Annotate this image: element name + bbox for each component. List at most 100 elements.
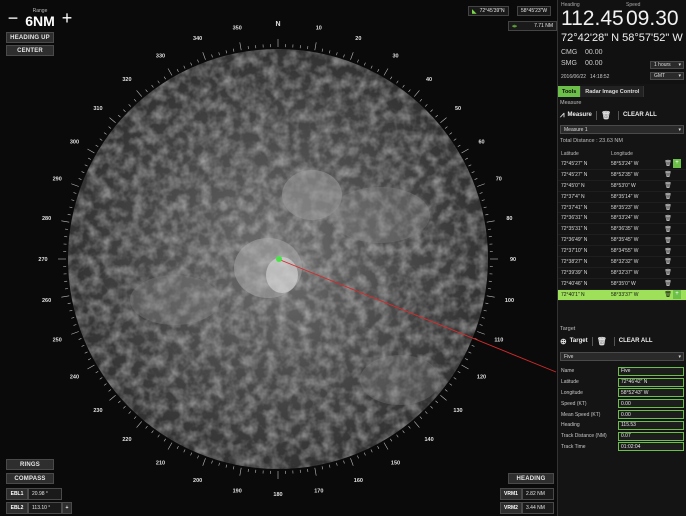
measure-row[interactable]: 72°36'31" N 58°33'24" W 🗑 (558, 213, 686, 225)
plus-icon[interactable]: + (673, 159, 681, 169)
own-ship-position: 72°42'28" N 58°57'52" W (561, 32, 683, 44)
measure-row-lon: 58°35'0" W (611, 280, 636, 287)
measure-row-lat: 72°45'27" N (561, 171, 588, 178)
trash-icon[interactable]: 🗑 (664, 161, 672, 168)
compass-tick (136, 421, 142, 428)
heading-label: Heading (561, 2, 580, 8)
target-select[interactable]: Five ▾ (560, 352, 684, 361)
measure-row[interactable]: 72°37'10" N 58°34'55" W 🗑 (558, 246, 686, 258)
plus-icon[interactable]: + (673, 290, 681, 300)
trash-icon[interactable]: 🗑 (664, 205, 672, 211)
trash-icon[interactable]: 🗑 (600, 110, 612, 120)
measure-row[interactable]: 72°35'31" N 58°36'35" W 🗑 (558, 224, 686, 236)
compass-tick (73, 324, 77, 326)
compass-tick (145, 425, 148, 429)
target-button[interactable]: Target (569, 338, 588, 344)
trash-icon[interactable]: 🗑 (664, 172, 672, 179)
trash-icon[interactable]: 🗑 (664, 281, 672, 288)
target-field-row: Track Distance (NM) 0.07 (560, 431, 685, 442)
compass-label: 270 (38, 257, 47, 263)
compass-tick (109, 395, 116, 401)
compass-tick (468, 351, 472, 354)
timezone-select[interactable]: GMT ▾ (650, 72, 684, 80)
measure-row[interactable]: 72°39'39" N 58°32'37" W 🗑 (558, 268, 686, 279)
vrm2-value[interactable]: 3.44 NM (522, 502, 554, 514)
smg-period-select[interactable]: 1 hours ▾ (650, 61, 684, 69)
range-decrease-button[interactable]: − (7, 8, 19, 28)
target-field-value[interactable]: 01:02:04 (618, 442, 684, 452)
ebl1-button[interactable]: EBL1 (6, 488, 28, 500)
target-field-value[interactable]: 58°52'43" W (618, 388, 684, 398)
target-field-value[interactable]: 0.07 (618, 431, 684, 441)
trash-icon[interactable]: 🗑 (664, 215, 672, 222)
measure-row[interactable]: 72°37'41" N 58°35'23" W 🗑 (558, 203, 686, 214)
ebl2-button[interactable]: EBL2 (6, 502, 28, 514)
trash-icon[interactable]: 🗑 (664, 248, 672, 255)
measure-row[interactable]: 72°40'46" N 58°35'0" W 🗑 (558, 279, 686, 290)
measure-row[interactable]: 72°36'49" N 58°35'45" W 🗑 (558, 235, 686, 247)
compass-tick (103, 132, 107, 135)
heading-mode-button[interactable]: HEADING (508, 473, 554, 484)
radar-display[interactable]: N 10 20 30 40 50 60 70 80 90 100 110 120 130 140 150 160… (0, 0, 557, 516)
compass-tick (73, 192, 77, 194)
compass-button[interactable]: COMPASS (6, 473, 54, 484)
compass-tick (449, 132, 453, 135)
tab-tools[interactable]: Tools (558, 86, 582, 97)
trash-icon[interactable]: 🗑 (664, 183, 672, 190)
trash-icon[interactable]: 🗑 (664, 194, 672, 201)
heading-up-button[interactable]: HEADING UP (6, 32, 54, 43)
target-field-value[interactable]: Five (618, 366, 684, 376)
ebl2-value[interactable]: 113.10 ° (28, 502, 62, 514)
timezone-value: GMT (654, 73, 666, 79)
target-field-label: Latitude (561, 379, 579, 386)
radar-view[interactable]: N 10 20 30 40 50 60 70 80 90 100 110 120 130 140 150 160… (0, 0, 557, 516)
trash-icon[interactable]: 🗑 (664, 237, 672, 244)
ebl2-add-button[interactable]: + (62, 502, 72, 514)
target-field-value[interactable]: 0.00 (618, 399, 684, 409)
target-field-value[interactable]: 0.00 (618, 410, 684, 420)
trash-icon[interactable]: 🗑 (664, 270, 672, 277)
vrm1-button[interactable]: VRM1 (500, 488, 522, 500)
center-button[interactable]: CENTER (6, 45, 54, 56)
measure-row[interactable]: 72°40'1" N 58°33'37" W 🗑 + (558, 289, 686, 301)
vrm1-value[interactable]: 2.82 NM (522, 488, 554, 500)
date-text: 2016/06/22 (561, 74, 587, 80)
compass-tick (350, 52, 354, 60)
compass-label: 300 (70, 140, 79, 146)
trash-icon[interactable]: 🗑 (664, 259, 672, 266)
total-distance: Total Distance : 23.63 NM (560, 138, 623, 144)
vrm2-button[interactable]: VRM2 (500, 502, 522, 514)
toolbar-divider (613, 336, 615, 346)
compass-tick (465, 157, 468, 160)
compass-tick (118, 400, 121, 404)
tab-radar-image-control[interactable]: Radar Image Control (581, 86, 645, 97)
measure-row[interactable]: 72°45'27" N 58°52'35" W 🗑 (558, 170, 686, 181)
trash-icon[interactable]: 🗑 (596, 336, 607, 346)
range-increase-button[interactable]: + (61, 8, 73, 28)
chevron-down-icon: ▾ (678, 73, 681, 79)
range-control: − Range 6NM + (6, 6, 74, 30)
compass-tick (69, 309, 73, 312)
measure-button[interactable]: Measure (567, 112, 592, 118)
clear-all-measure-button[interactable]: CLEAR ALL (623, 112, 657, 118)
compass-tick (183, 449, 186, 453)
trash-icon[interactable]: 🗑 (664, 226, 672, 233)
compass-tick (99, 138, 103, 141)
trash-icon[interactable]: 🗑 (664, 292, 672, 299)
measure-row[interactable]: 72°45'0" N 58°53'0" W 🗑 (558, 181, 686, 192)
compass-tick (88, 358, 91, 361)
measure-icon: ⩘ (560, 110, 565, 119)
ebl1-value[interactable]: 20.98 ° (28, 488, 62, 500)
compass-label: 290 (53, 177, 62, 183)
target-field-value[interactable]: 72°46'42" N (618, 377, 684, 387)
measure-select[interactable]: Measure 1 ▾ (560, 125, 684, 134)
compass-tick (71, 183, 79, 187)
measure-row[interactable]: 72°38'27" N 58°32'32" W 🗑 (558, 257, 686, 268)
cursor-position-readout: ◣ 72°45'39"N (468, 6, 509, 16)
target-field-value[interactable]: 115.53 (618, 420, 684, 430)
rings-button[interactable]: RINGS (6, 459, 54, 470)
measure-row[interactable]: 72°45'27" N 58°53'24" W 🗑 + (558, 159, 686, 170)
compass-tick (95, 144, 99, 147)
clear-all-target-button[interactable]: CLEAR ALL (618, 338, 653, 344)
measure-row[interactable]: 72°37'4" N 58°35'14" W 🗑 (558, 192, 686, 203)
